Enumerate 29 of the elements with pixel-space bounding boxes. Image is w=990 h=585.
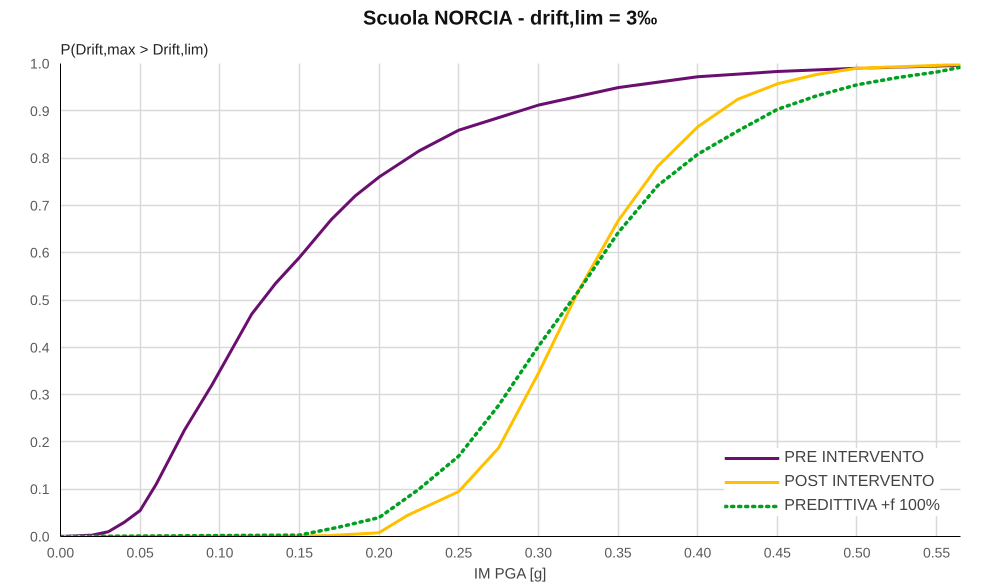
y-tick-label: 0.2 bbox=[30, 434, 50, 450]
x-tick-label: 0.40 bbox=[684, 544, 712, 560]
x-tick-label: 0.55 bbox=[922, 544, 950, 560]
x-axis-title: IM PGA [g] bbox=[474, 566, 546, 582]
legend-label: PREDITTIVA +f 100% bbox=[784, 497, 940, 515]
legend-label: PRE INTERVENTO bbox=[784, 449, 924, 467]
y-tick-label: 0.6 bbox=[30, 244, 50, 261]
x-tick-label: 0.35 bbox=[604, 544, 632, 560]
y-tick-label: 0.8 bbox=[30, 150, 50, 166]
y-tick-label: 0.3 bbox=[30, 386, 50, 403]
x-tick-label: 0.10 bbox=[206, 544, 234, 560]
chart-title: Scuola NORCIA - drift,lim = 3‰ bbox=[362, 8, 658, 30]
x-tick-label: 0.20 bbox=[365, 544, 393, 560]
x-tick-label: 0.30 bbox=[524, 544, 552, 560]
x-tick-label: 0.15 bbox=[286, 544, 314, 560]
x-tick-label: 0.50 bbox=[843, 544, 871, 560]
x-tick-label: 0.05 bbox=[126, 544, 154, 560]
y-axis-title: P(Drift,max > Drift,lim) bbox=[60, 42, 208, 58]
legend-label: POST INTERVENTO bbox=[784, 473, 934, 491]
y-tick-label: 0.7 bbox=[30, 197, 50, 214]
y-tick-label: 0.0 bbox=[30, 528, 50, 544]
y-tick-label: 0.1 bbox=[30, 481, 50, 498]
x-tick-label: 0.00 bbox=[46, 544, 74, 560]
y-tick-label: 0.9 bbox=[30, 102, 50, 119]
x-tick-label: 0.45 bbox=[764, 544, 792, 560]
y-tick-label: 1.0 bbox=[30, 56, 50, 72]
y-tick-label: 0.5 bbox=[30, 292, 50, 308]
x-tick-label: 0.25 bbox=[445, 544, 473, 560]
y-tick-label: 0.4 bbox=[30, 339, 50, 356]
